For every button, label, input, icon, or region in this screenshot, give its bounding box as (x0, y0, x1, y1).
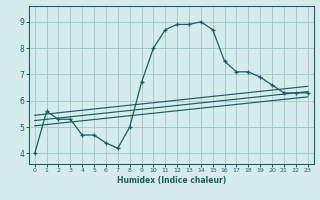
X-axis label: Humidex (Indice chaleur): Humidex (Indice chaleur) (116, 176, 226, 185)
